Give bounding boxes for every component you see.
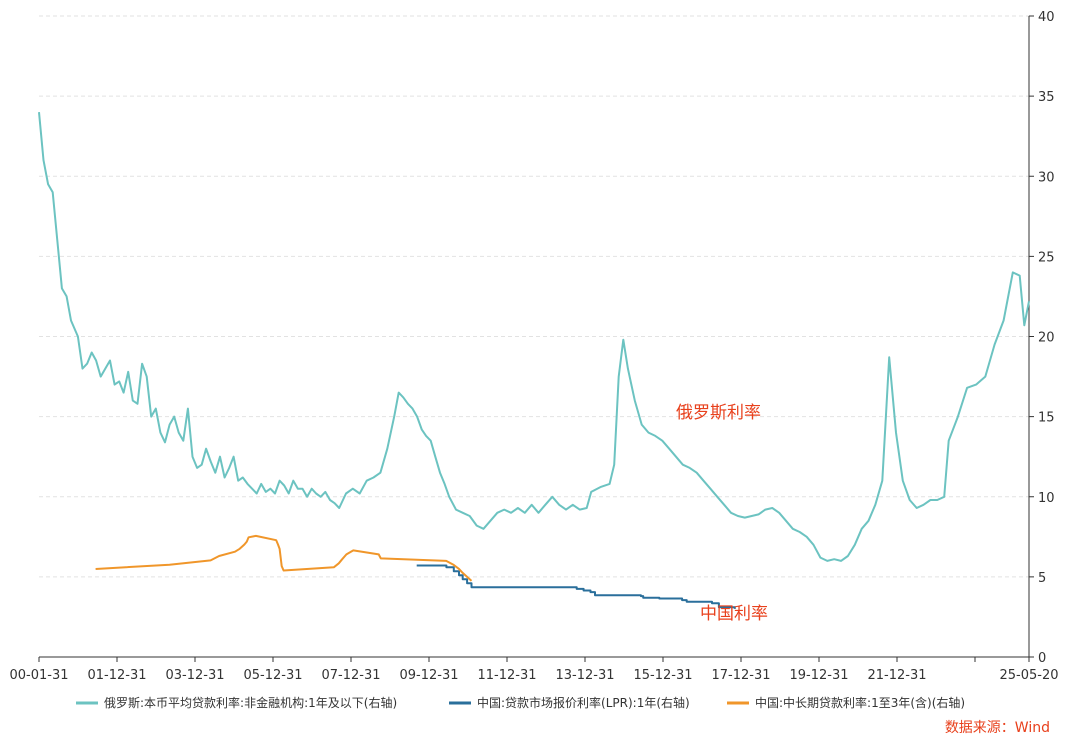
y-tick-label: 40 <box>1038 10 1055 25</box>
y-tick-label: 25 <box>1038 250 1055 265</box>
y-tick-label: 35 <box>1038 90 1055 105</box>
x-tick-label: 13-12-31 <box>555 668 614 683</box>
x-tick-label: 11-12-31 <box>477 668 536 683</box>
x-tick-label: 05-12-31 <box>243 668 302 683</box>
x-tick-label: 03-12-31 <box>165 668 224 683</box>
x-tick-label: 21-12-31 <box>867 668 926 683</box>
annotation-1: 俄罗斯利率 <box>676 403 761 423</box>
y-tick-label: 0 <box>1038 651 1046 666</box>
x-tick-label: 17-12-31 <box>711 668 770 683</box>
source-label: 数据来源：Wind <box>945 720 1050 736</box>
legend-label: 俄罗斯:本币平均贷款利率:非金融机构:1年及以下(右轴) <box>104 695 397 710</box>
x-tick-label: 15-12-31 <box>633 668 692 683</box>
series-line-3 <box>95 534 473 582</box>
y-tick-label: 5 <box>1038 571 1046 586</box>
legend: 俄罗斯:本币平均贷款利率:非金融机构:1年及以下(右轴) 中国:贷款市场报价利率(… <box>76 695 965 710</box>
legend-label: 中国:中长期贷款利率:1至3年(含)(右轴) <box>755 695 965 710</box>
x-tick-label: 19-12-31 <box>789 668 848 683</box>
gridlines <box>39 15 1029 578</box>
series-line-2 <box>416 564 736 609</box>
legend-label: 中国:贷款市场报价利率(LPR):1年(右轴) <box>477 695 690 710</box>
series-layer <box>38 112 1030 609</box>
x-tick-label: 07-12-31 <box>321 668 380 683</box>
series-line-1 <box>38 112 1030 562</box>
x-tick-label: 01-12-31 <box>87 668 146 683</box>
x-tick-label: 25-05-20 <box>999 668 1058 683</box>
y-tick-label: 20 <box>1038 331 1055 346</box>
x-tick-label: 09-12-31 <box>399 668 458 683</box>
y-tick-label: 10 <box>1038 491 1055 506</box>
y-tick-label: 30 <box>1038 170 1055 185</box>
x-tick-label: 00-01-31 <box>9 668 68 683</box>
annotation-2: 中国利率 <box>700 604 768 624</box>
y-tick-label: 15 <box>1038 411 1055 426</box>
axes: 0 5 10 15 20 25 30 35 40 00-01-31 01-12-31 03-12-31… <box>9 10 1058 683</box>
